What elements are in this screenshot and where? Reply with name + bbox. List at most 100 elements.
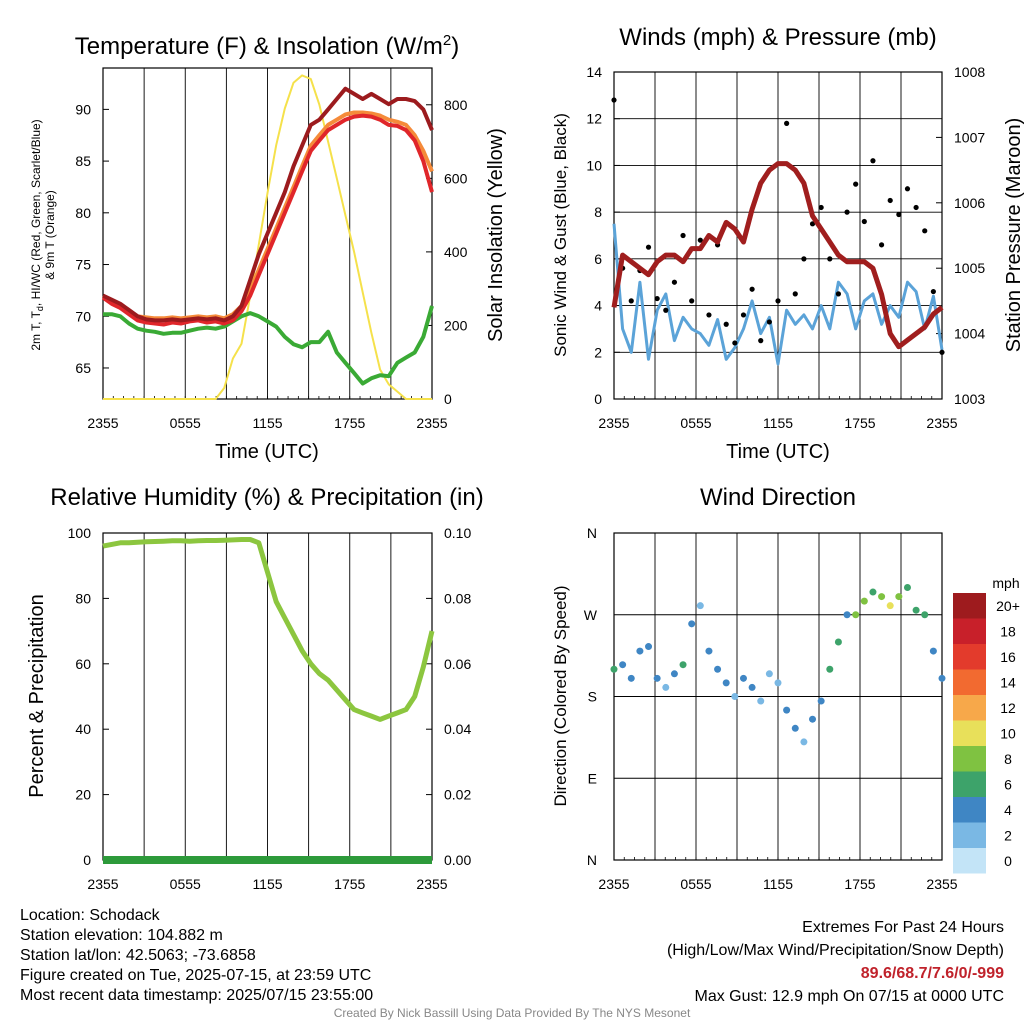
y2-tick-label: 0 <box>444 391 452 407</box>
temperature-line <box>101 110 434 321</box>
direction-point <box>843 611 851 619</box>
temperature-line <box>102 86 434 323</box>
direction-point <box>860 597 868 605</box>
gust-point <box>922 228 928 234</box>
temperature-y-axis-label: 2m T, Td, HI/WC (Red, Green, Scarlet/Blu… <box>29 119 57 350</box>
gust-point <box>775 298 781 304</box>
y2-tick-label: 0.02 <box>444 787 471 803</box>
direction-point <box>826 665 834 673</box>
gust-point <box>913 204 919 211</box>
temperature-panel-title: Temperature (F) & Insolation (W/m2) <box>75 32 459 60</box>
insolation-y-axis-label: Solar Insolation (Yellow) <box>485 128 507 342</box>
direction-point <box>645 643 653 651</box>
speed-legend-label: 10 <box>1000 725 1016 741</box>
speed-legend-swatch <box>953 644 986 670</box>
extremes-values: 89.6/68.7/7.6/0/-999 <box>860 965 1004 982</box>
winds-panel-title: Winds (mph) & Pressure (mb) <box>619 24 936 51</box>
pressure-line <box>611 161 944 350</box>
gust-point <box>628 298 634 304</box>
temperature-line <box>103 305 434 386</box>
latlon-text: Station lat/lon: 42.5063; -73.6858 <box>20 947 256 964</box>
humidity-panel-title: Relative Humidity (%) & Precipitation (i… <box>50 484 483 511</box>
y-tick-label: 40 <box>75 721 91 737</box>
humidity-panel: Relative Humidity (%) & Precipitation (i… <box>26 484 484 892</box>
direction-tick-label: E <box>588 770 597 786</box>
x-tick-label: 2355 <box>87 415 118 431</box>
speed-legend-swatch <box>953 746 986 772</box>
gust-point <box>680 232 686 239</box>
y-tick-label: 12 <box>586 111 602 127</box>
gust-point <box>930 288 936 295</box>
speed-legend-label: 12 <box>1000 700 1016 716</box>
extremes-legend: (High/Low/Max Wind/Precipitation/Snow De… <box>666 942 1004 959</box>
speed-legend-label: 0 <box>1004 853 1012 869</box>
y2-tick-label: 1005 <box>954 260 985 276</box>
x-tick-label: 1755 <box>844 415 875 431</box>
y2-tick-label: 400 <box>444 244 468 260</box>
direction-point <box>757 697 765 705</box>
svg-text:2m T, Td, HI/WC (Red, Green, S: 2m T, Td, HI/WC (Red, Green, Scarlet/Blu… <box>29 119 45 350</box>
direction-point <box>852 611 860 619</box>
direction-point <box>817 697 825 705</box>
gust-point <box>835 291 842 297</box>
winds-panel: Winds (mph) & Pressure (mb) Time (UTC) S… <box>551 24 1024 463</box>
y2-tick-label: 200 <box>444 317 468 333</box>
y2-tick-label: 0.08 <box>444 590 471 606</box>
direction-point <box>679 661 687 669</box>
gust-point <box>801 256 807 262</box>
y2-tick-label: 0.06 <box>444 656 471 672</box>
y-tick-label: 4 <box>594 298 602 314</box>
y2-tick-label: 600 <box>444 170 468 186</box>
y-tick-label: 10 <box>586 157 602 173</box>
direction-point <box>783 706 791 714</box>
direction-tick-label: N <box>587 852 597 868</box>
credit-text: Created By Nick Bassill Using Data Provi… <box>333 1006 691 1020</box>
speed-legend-label: 2 <box>1004 827 1012 843</box>
gust-point <box>809 221 816 227</box>
y-tick-label: 0 <box>83 852 91 868</box>
y2-tick-label: 1003 <box>954 391 985 407</box>
y-tick-label: 0 <box>594 391 602 407</box>
y2-tick-label: 1006 <box>954 195 985 211</box>
speed-legend-swatch <box>953 822 986 848</box>
gust-point <box>671 279 678 285</box>
direction-point <box>705 647 713 655</box>
gust-point <box>870 158 876 164</box>
y2-tick-label: 1007 <box>954 129 985 145</box>
x-tick-label: 2355 <box>926 415 957 431</box>
y-tick-label: 65 <box>75 360 91 376</box>
x-tick-label: 1155 <box>252 876 282 892</box>
direction-point <box>886 602 894 610</box>
gust-point <box>853 181 859 187</box>
x-tick-label: 2355 <box>926 876 957 892</box>
direction-point <box>878 593 886 601</box>
gust-point <box>818 204 824 211</box>
speed-legend-swatch <box>953 797 986 823</box>
recent-data-text: Most recent data timestamp: 2025/07/15 2… <box>20 987 374 1004</box>
gust-point <box>697 237 703 243</box>
direction-point <box>619 661 627 669</box>
y-tick-label: 14 <box>586 64 602 80</box>
direction-point <box>938 674 946 682</box>
x-tick-label: 2355 <box>416 876 447 892</box>
x-tick-label: 0555 <box>170 876 201 892</box>
direction-point <box>774 679 782 687</box>
x-tick-label: 1755 <box>844 876 875 892</box>
x-tick-label: 0555 <box>170 415 201 431</box>
direction-point <box>636 647 644 655</box>
gust-point <box>939 349 945 355</box>
speed-legend-swatch <box>953 618 986 644</box>
y-tick-label: 6 <box>594 251 602 267</box>
direction-point <box>731 693 739 700</box>
x-tick-label: 2355 <box>598 876 629 892</box>
speed-legend-swatch <box>953 593 986 619</box>
x-tick-label: 1155 <box>763 876 793 892</box>
station-info: Location: Schodack Station elevation: 10… <box>20 906 373 1006</box>
temperature-line <box>101 113 434 327</box>
svg-text:& 9m T (Orange): & 9m T (Orange) <box>43 190 57 280</box>
gust-point <box>784 120 790 126</box>
direction-point <box>791 724 799 732</box>
y-tick-label: 80 <box>75 590 91 606</box>
y-tick-label: 70 <box>75 308 91 324</box>
